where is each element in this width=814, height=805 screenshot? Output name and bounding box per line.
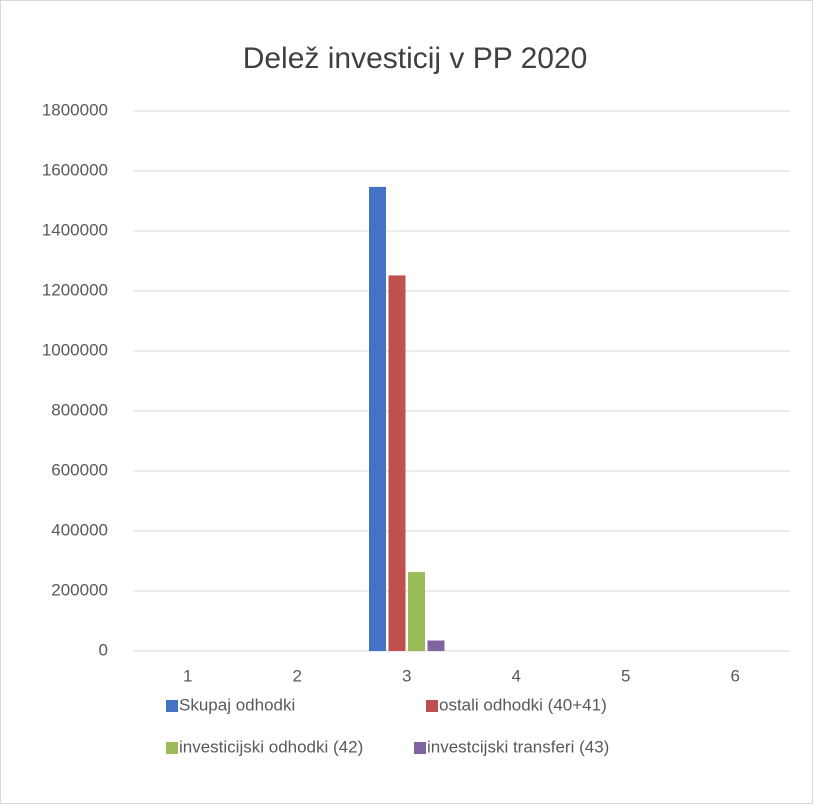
y-tick-label: 1400000 bbox=[42, 220, 108, 239]
legend-swatch bbox=[414, 742, 426, 754]
bar bbox=[408, 572, 425, 651]
y-tick-label: 1600000 bbox=[42, 160, 108, 179]
y-tick-label: 600000 bbox=[51, 460, 108, 479]
y-tick-label: 1000000 bbox=[42, 340, 108, 359]
y-tick-label: 800000 bbox=[51, 400, 108, 419]
legend-label: ostali odhodki (40+41) bbox=[439, 695, 607, 714]
bar bbox=[427, 640, 445, 651]
chart-title: Delež investicij v PP 2020 bbox=[243, 42, 588, 75]
x-tick-label: 4 bbox=[512, 666, 521, 685]
x-tick-label: 3 bbox=[402, 666, 411, 685]
bar bbox=[388, 275, 406, 651]
legend-swatch bbox=[166, 700, 178, 712]
x-tick-label: 2 bbox=[293, 666, 302, 685]
x-tick-label: 1 bbox=[183, 666, 192, 685]
legend-label: investcijski transferi (43) bbox=[427, 737, 609, 756]
x-tick-label: 5 bbox=[621, 666, 630, 685]
y-tick-label: 0 bbox=[99, 640, 108, 659]
legend-swatch bbox=[166, 742, 178, 754]
y-tick-label: 1200000 bbox=[42, 280, 108, 299]
legend-label: Skupaj odhodki bbox=[179, 695, 295, 714]
y-tick-label: 1800000 bbox=[42, 100, 108, 119]
y-tick-label: 400000 bbox=[51, 520, 108, 539]
y-tick-label: 200000 bbox=[51, 580, 108, 599]
legend-swatch bbox=[426, 700, 438, 712]
bar bbox=[369, 186, 386, 651]
legend-label: investicijski odhodki (42) bbox=[179, 737, 363, 756]
x-tick-label: 6 bbox=[731, 666, 740, 685]
